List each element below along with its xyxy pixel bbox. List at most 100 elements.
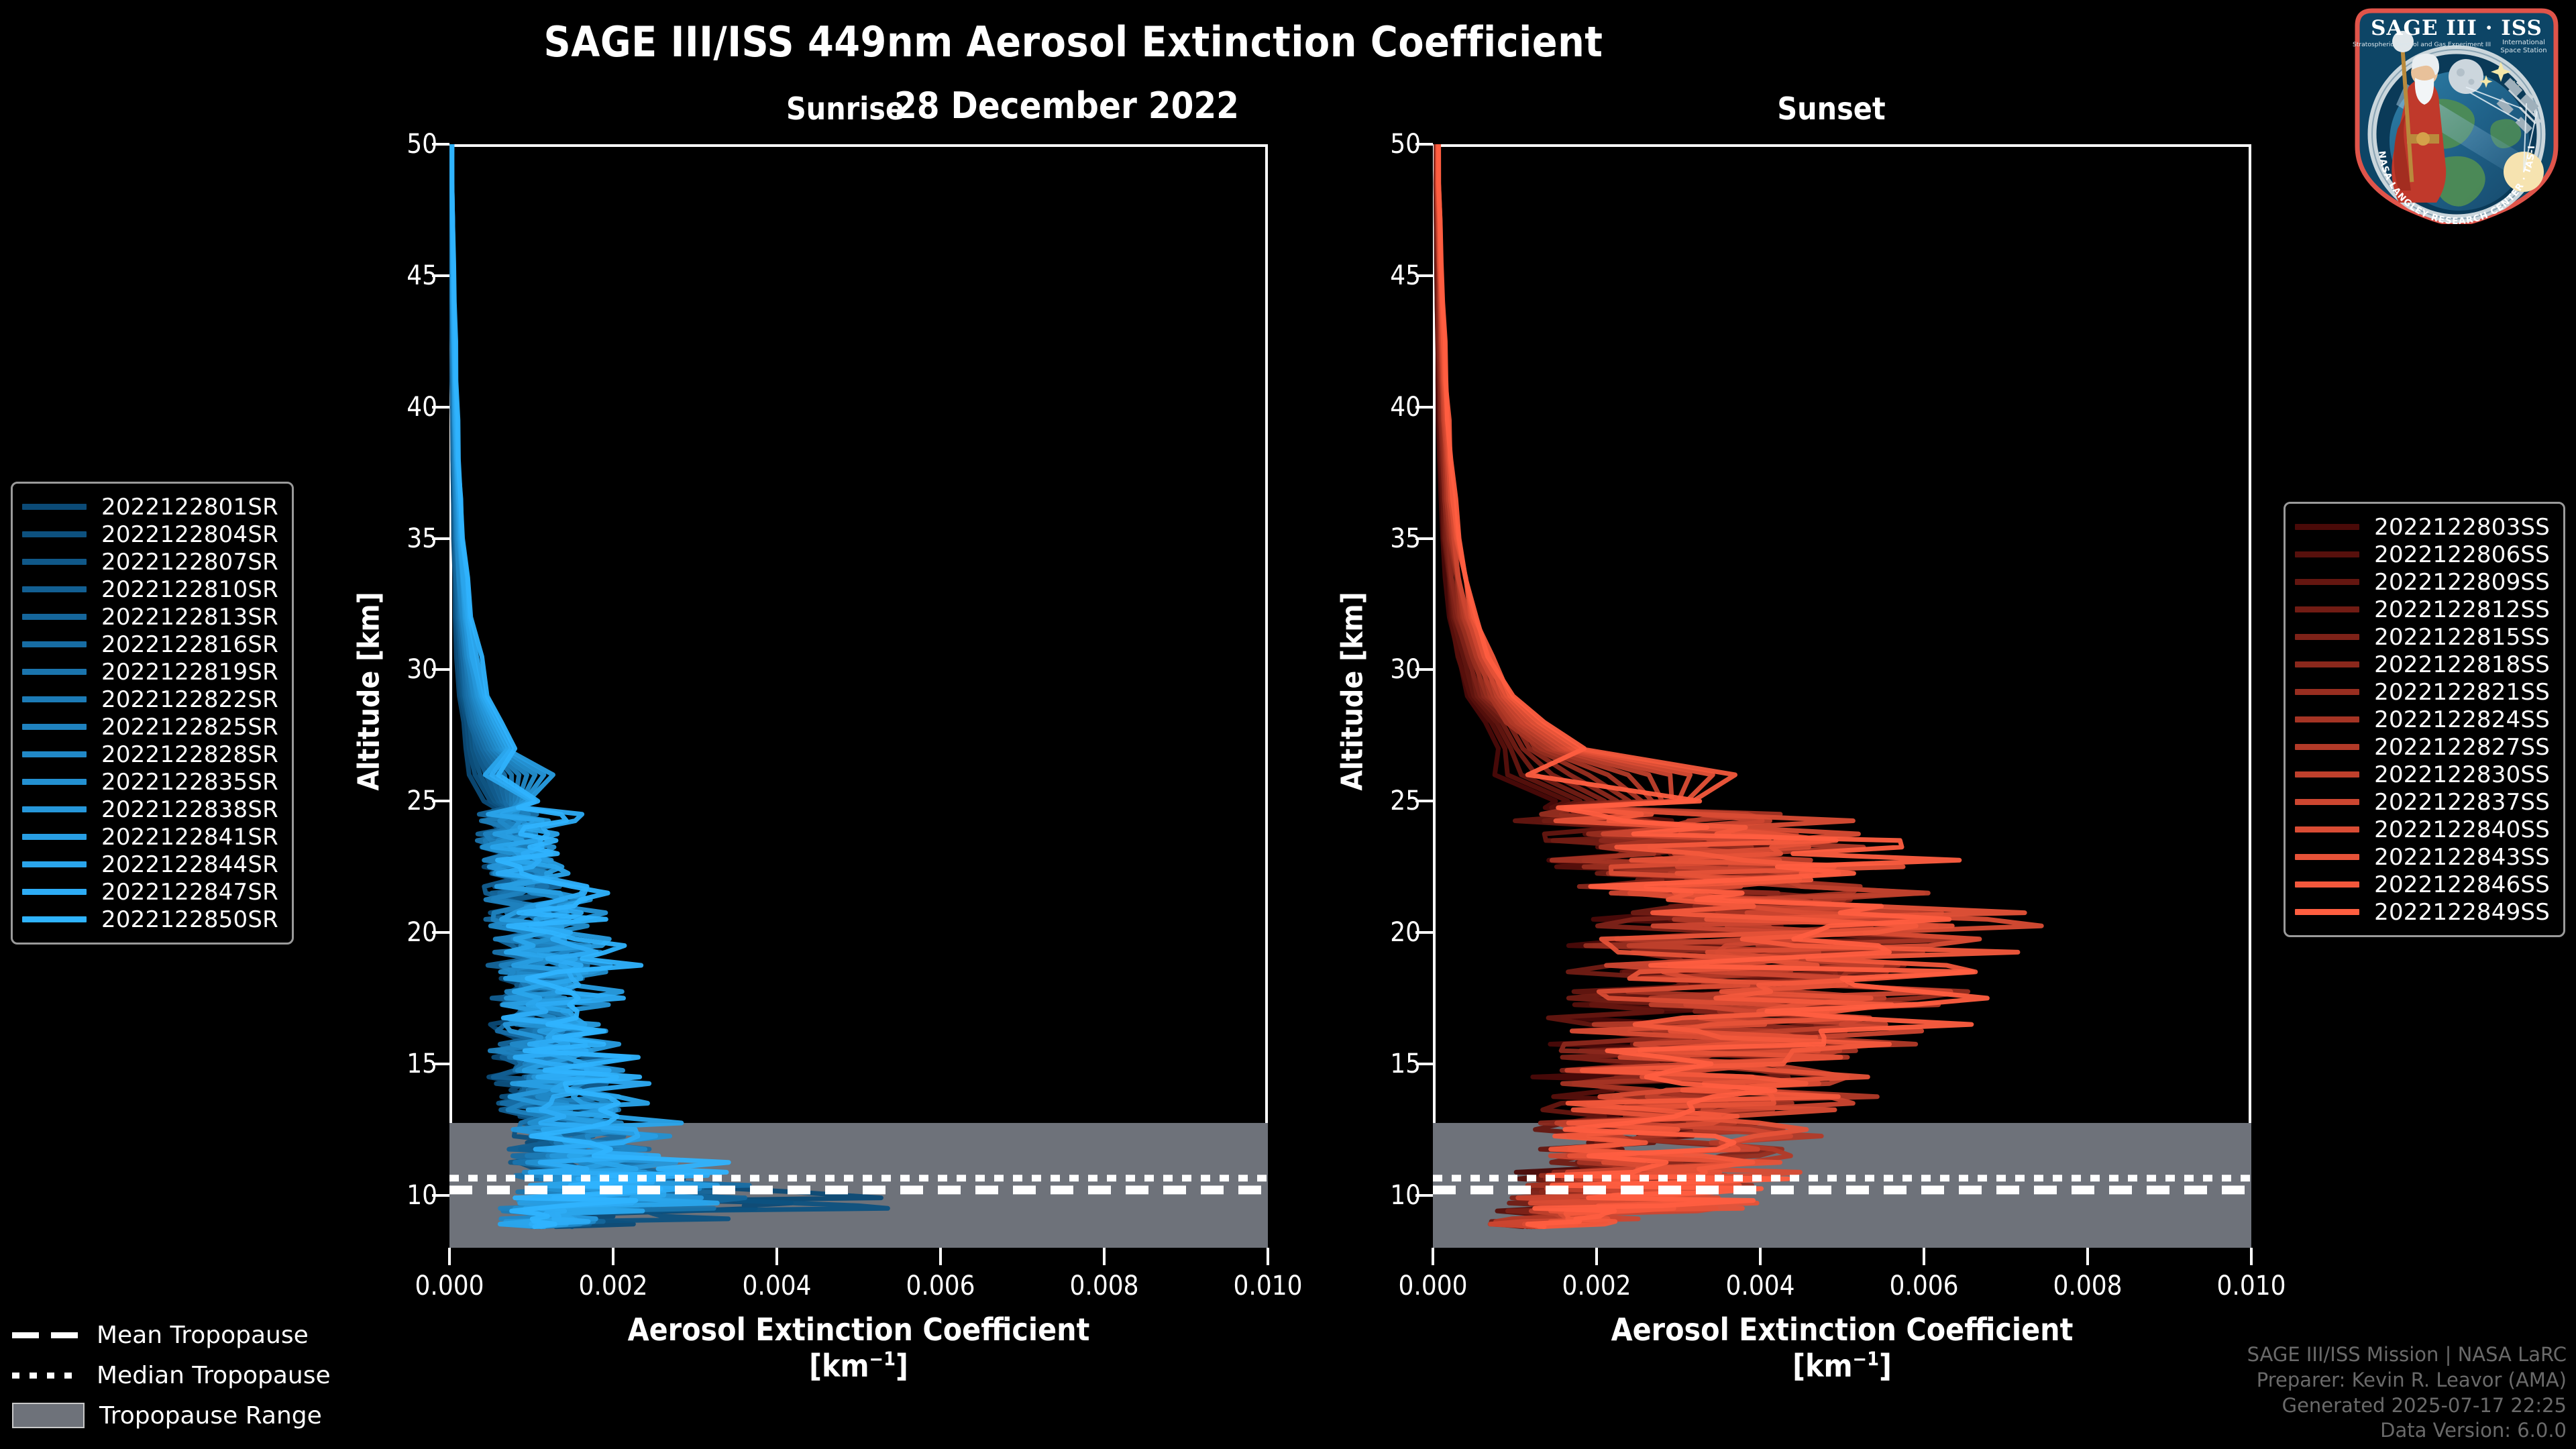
x-axis-label-text-sunset: Aerosol Extinction Coefficient xyxy=(1611,1311,2074,1348)
legend-item[interactable]: 2022122804SR xyxy=(22,521,278,548)
legend-color-swatch xyxy=(22,531,87,537)
y-tick-label: 40 xyxy=(1390,391,1421,423)
y-tick xyxy=(432,668,449,672)
legend-item[interactable]: 2022122810SR xyxy=(22,576,278,603)
y-tick xyxy=(1415,668,1433,672)
y-tick-label: 50 xyxy=(407,129,437,160)
x-tick-label: 0.008 xyxy=(2053,1271,2123,1301)
legend-item[interactable]: 2022122838SR xyxy=(22,796,278,823)
legend-event-label: 2022122846SS xyxy=(2374,871,2550,898)
x-tick xyxy=(612,1248,614,1265)
panel-title-sunset: Sunset xyxy=(1777,91,1886,127)
credits-block: SAGE III/ISS Mission | NASA LaRC Prepare… xyxy=(2247,1342,2567,1444)
legend-item[interactable]: 2022122803SS xyxy=(2295,513,2550,541)
x-tick xyxy=(1759,1248,1762,1265)
legend-event-label: 2022122806SS xyxy=(2374,541,2550,568)
legend-event-label: 2022122818SS xyxy=(2374,651,2550,678)
legend-event-label: 2022122843SS xyxy=(2374,843,2550,871)
legend-color-swatch xyxy=(22,586,87,592)
y-tick xyxy=(432,405,449,409)
y-tick xyxy=(1415,1193,1433,1197)
legend-item[interactable]: 2022122807SR xyxy=(22,548,278,576)
legend-item[interactable]: 2022122840SS xyxy=(2295,816,2550,843)
legend-item[interactable]: 2022122816SR xyxy=(22,631,278,658)
legend-event-label: 2022122844SR xyxy=(101,851,278,878)
legend-item[interactable]: 2022122824SS xyxy=(2295,706,2550,733)
plot-panel-sunrise: 10 15 20 25 30 35 40 45 50 0.000 0.002 0.004 0.006 0.… xyxy=(352,129,1303,1384)
profile-line xyxy=(449,144,720,1230)
legend-color-swatch xyxy=(2295,881,2360,888)
y-tick xyxy=(432,1193,449,1197)
x-tick xyxy=(448,1248,451,1265)
patch-title: SAGE III · ISS xyxy=(2371,16,2542,40)
legend-item[interactable]: 2022122801SR xyxy=(22,493,278,521)
legend-event-label: 2022122830SS xyxy=(2374,761,2550,788)
patch-ring-inner-edge xyxy=(2371,49,2542,219)
legend-item[interactable]: 2022122846SS xyxy=(2295,871,2550,898)
legend-tropopause[interactable]: Mean Tropopause Median Tropopause Tropop… xyxy=(12,1315,331,1436)
legend-item[interactable]: 2022122818SS xyxy=(2295,651,2550,678)
x-tick xyxy=(1595,1248,1598,1265)
legend-item[interactable]: 2022122841SR xyxy=(22,823,278,851)
legend-event-label: 2022122810SR xyxy=(101,576,278,603)
y-tick xyxy=(1415,931,1433,934)
y-tick xyxy=(432,1062,449,1065)
legend-item[interactable]: 2022122835SR xyxy=(22,768,278,796)
legend-item[interactable]: 2022122830SS xyxy=(2295,761,2550,788)
y-tick-label: 10 xyxy=(1390,1179,1421,1211)
x-tick xyxy=(2086,1248,2089,1265)
legend-item[interactable]: 2022122843SS xyxy=(2295,843,2550,871)
x-tick-label: 0.006 xyxy=(1889,1271,1959,1301)
y-tick-label: 35 xyxy=(1390,523,1421,554)
legend-color-swatch xyxy=(2295,909,2360,915)
legend-color-swatch xyxy=(22,559,87,565)
legend-item[interactable]: 2022122844SR xyxy=(22,851,278,878)
x-axis-units-sunrise: [km−1] xyxy=(809,1348,908,1385)
legend-event-label: 2022122812SS xyxy=(2374,596,2550,623)
legend-event-label: 2022122804SR xyxy=(101,521,278,548)
y-axis-label-sunrise: Altitude [km] xyxy=(352,592,386,791)
legend-item[interactable]: 2022122815SS xyxy=(2295,623,2550,651)
legend-event-label: 2022122809SS xyxy=(2374,568,2550,596)
legend-item-tropopause-range[interactable]: Tropopause Range xyxy=(12,1395,331,1436)
y-tick xyxy=(1415,800,1433,803)
legend-item[interactable]: 2022122813SR xyxy=(22,603,278,631)
legend-item[interactable]: 2022122825SR xyxy=(22,713,278,741)
x-tick xyxy=(1267,1248,1269,1265)
x-tick-label: 0.006 xyxy=(906,1271,975,1301)
profile-line xyxy=(1435,144,1953,1230)
y-tick-label: 20 xyxy=(1390,917,1421,948)
legend-event-label: 2022122827SS xyxy=(2374,733,2550,761)
legend-color-swatch xyxy=(22,751,87,757)
legend-item[interactable]: 2022122821SS xyxy=(2295,678,2550,706)
legend-item[interactable]: 2022122819SR xyxy=(22,658,278,686)
y-tick-label: 25 xyxy=(407,786,437,817)
legend-item-median-tropopause[interactable]: Median Tropopause xyxy=(12,1355,331,1395)
legend-item-mean-tropopause[interactable]: Mean Tropopause xyxy=(12,1315,331,1355)
legend-item[interactable]: 2022122822SR xyxy=(22,686,278,713)
legend-item[interactable]: 2022122827SS xyxy=(2295,733,2550,761)
y-tick-label: 30 xyxy=(407,654,437,686)
legend-item[interactable]: 2022122806SS xyxy=(2295,541,2550,568)
legend-item[interactable]: 2022122847SR xyxy=(22,878,278,906)
legend-label-tropopause-range: Tropopause Range xyxy=(99,1401,322,1430)
y-tick xyxy=(1415,274,1433,277)
legend-label-median-tropopause: Median Tropopause xyxy=(97,1361,331,1389)
legend-item[interactable]: 2022122849SS xyxy=(2295,898,2550,926)
patch-subtitle-right-1: International xyxy=(2502,39,2545,46)
legend-item[interactable]: 2022122812SS xyxy=(2295,596,2550,623)
legend-sunset[interactable]: 2022122803SS 2022122806SS 2022122809SS 2022… xyxy=(2284,502,2565,937)
x-axis-units-sunset: [km−1] xyxy=(1792,1348,1892,1385)
legend-sunrise[interactable]: 2022122801SR 2022122804SR 2022122807SR 2022… xyxy=(11,482,294,945)
legend-item[interactable]: 2022122828SR xyxy=(22,741,278,768)
y-tick-label: 15 xyxy=(1390,1048,1421,1079)
y-tick-label: 40 xyxy=(407,391,437,423)
legend-item[interactable]: 2022122837SS xyxy=(2295,788,2550,816)
legend-event-label: 2022122840SS xyxy=(2374,816,2550,843)
legend-item[interactable]: 2022122809SS xyxy=(2295,568,2550,596)
sage-iii-iss-mission-patch-logo: SAGE III · ISS Stratospheric Aerosol and… xyxy=(2341,3,2559,224)
y-tick-label: 35 xyxy=(407,523,437,554)
legend-item[interactable]: 2022122850SR xyxy=(22,906,278,933)
plot-area-sunrise xyxy=(449,144,1268,1248)
